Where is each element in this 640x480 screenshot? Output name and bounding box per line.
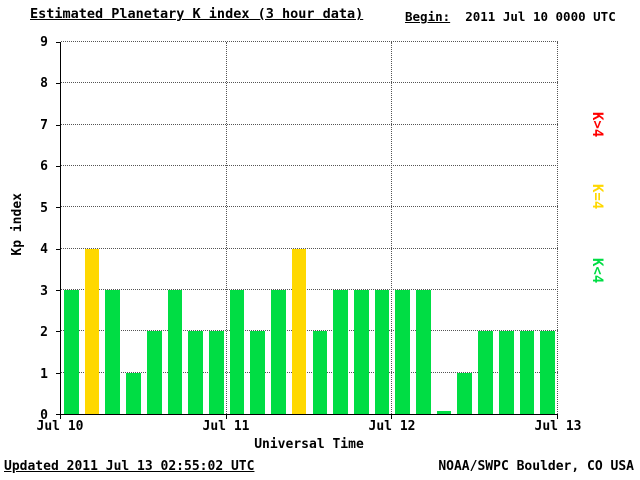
gridline-y-4 [61, 247, 558, 249]
kp-bar [271, 290, 286, 414]
kp-bar [126, 372, 141, 414]
kp-bar [167, 290, 183, 414]
kp-bar [188, 331, 203, 414]
x-tick-label: Jul 10 [36, 419, 84, 434]
y-tick-label: 0 [40, 408, 48, 423]
y-tick-mark [56, 248, 61, 250]
chart-title: Estimated Planetary K index (3 hour data… [30, 6, 364, 22]
x-tick-mark [60, 414, 61, 419]
x-tick-mark [557, 414, 558, 419]
x-tick-label: Jul 13 [534, 419, 582, 434]
x-tick-mark [225, 414, 227, 419]
x-axis-title: Universal Time [254, 437, 364, 452]
y-tick-label: 7 [40, 117, 48, 133]
kp-bar [498, 331, 514, 414]
y-tick-label: 4 [40, 242, 48, 258]
y-axis-ticks: 0 1 2 3 4 5 6 7 8 9 [0, 35, 54, 423]
kp-bar [146, 331, 162, 414]
y-tick-label: 9 [40, 35, 48, 50]
kp-bar [436, 411, 452, 414]
gridline-y-8 [61, 82, 558, 84]
x-tick-label: Jul 11 [202, 419, 250, 434]
kp-bar [105, 290, 121, 414]
y-tick-mark [56, 331, 61, 333]
gridline-y-7 [61, 123, 558, 125]
y-tick-mark [56, 290, 61, 292]
gridline-y-5 [61, 206, 558, 208]
kp-bar [208, 331, 224, 414]
y-tick-label: 3 [40, 283, 48, 299]
y-tick-label: 5 [40, 200, 48, 216]
kp-bar [416, 290, 431, 414]
x-axis-ticks: Jul 10 Jul 11 Jul 12 Jul 13 [37, 419, 582, 435]
y-tick-mark [56, 124, 61, 126]
legend-item-lt4: K<4 [589, 258, 605, 284]
kp-bar [64, 290, 79, 414]
y-tick-mark [56, 83, 61, 85]
kp-bar [478, 331, 493, 414]
gridline-x-jul-13 [557, 42, 558, 414]
gridline-y-1 [61, 371, 558, 373]
source-text: NOAA/SWPC Boulder, CO USA [438, 459, 634, 474]
kp-bar [333, 290, 348, 414]
begin-label: Begin: [405, 9, 451, 24]
y-tick-mark [56, 166, 61, 168]
legend-item-gt4: K>4 [589, 112, 605, 138]
plot-area [56, 41, 558, 419]
gridline-x-jul-11 [225, 42, 227, 414]
legend-item-eq4: K=4 [589, 184, 605, 210]
kp-bar [374, 290, 390, 414]
kp-bar [457, 372, 473, 414]
gridline-y-3 [61, 289, 558, 290]
kp-bar [312, 331, 328, 414]
y-tick-label: 8 [40, 76, 48, 92]
kp-bar [353, 290, 369, 414]
y-tick-mark [56, 42, 61, 43]
gridline-x-jul-12 [391, 42, 393, 414]
kp-bar [84, 248, 100, 414]
gridline-y-9 [61, 41, 558, 42]
gridline-y-2 [61, 330, 558, 332]
begin-value: 2011 Jul 10 0000 UTC [465, 9, 616, 24]
y-tick-label: 1 [40, 366, 48, 382]
begin-annotation: Begin: 2011 Jul 10 0000 UTC [405, 9, 616, 24]
y-tick-label: 6 [40, 159, 48, 175]
kp-bar [540, 331, 555, 414]
y-tick-mark [56, 207, 61, 209]
y-tick-mark [56, 414, 61, 415]
y-tick-label: 2 [40, 325, 48, 341]
kp-bar [519, 331, 535, 414]
kp-bar [229, 290, 245, 414]
kp-bar [250, 331, 266, 414]
gridline-y-6 [61, 165, 558, 166]
y-tick-mark [56, 372, 61, 374]
kp-bar [291, 248, 307, 414]
x-tick-label: Jul 12 [368, 419, 416, 434]
updated-text: Updated 2011 Jul 13 02:55:02 UTC [4, 459, 255, 474]
x-tick-mark [391, 414, 393, 419]
kp-bar [395, 290, 411, 414]
